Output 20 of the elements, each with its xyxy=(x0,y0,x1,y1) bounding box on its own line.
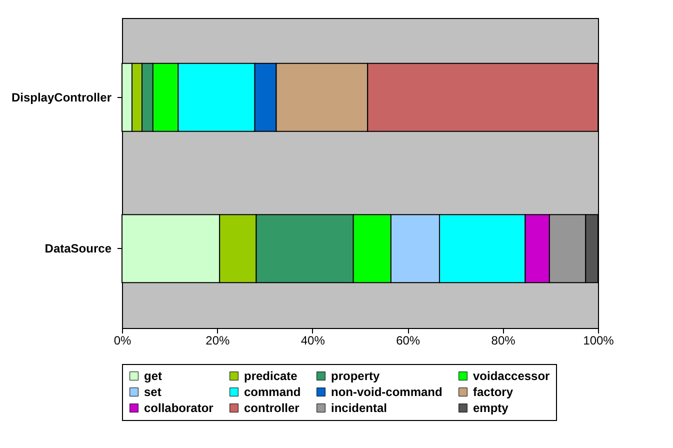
legend-label: voidaccessor xyxy=(473,369,550,383)
x-tick-label: 100% xyxy=(583,334,614,348)
legend-label: property xyxy=(331,369,380,383)
x-tick-label: 40% xyxy=(300,334,326,348)
legend-label: factory xyxy=(473,385,514,399)
x-tick-label: 0% xyxy=(114,334,132,348)
y-tick-label: DataSource xyxy=(44,242,112,256)
legend-label: set xyxy=(144,385,162,399)
legend-label: empty xyxy=(473,401,509,415)
legend-label: collaborator xyxy=(144,401,214,415)
legend-label: command xyxy=(244,385,301,399)
legend-label: non-void-command xyxy=(331,385,442,399)
x-tick-label: 80% xyxy=(491,334,516,348)
legend-label: incidental xyxy=(331,401,388,415)
legend-label: get xyxy=(144,369,162,383)
x-tick-label: 60% xyxy=(396,334,420,348)
legend-label: controller xyxy=(244,401,300,415)
y-tick-label: DisplayController xyxy=(11,90,112,104)
x-tick-label: 20% xyxy=(206,334,230,348)
legend-label: predicate xyxy=(244,369,298,383)
